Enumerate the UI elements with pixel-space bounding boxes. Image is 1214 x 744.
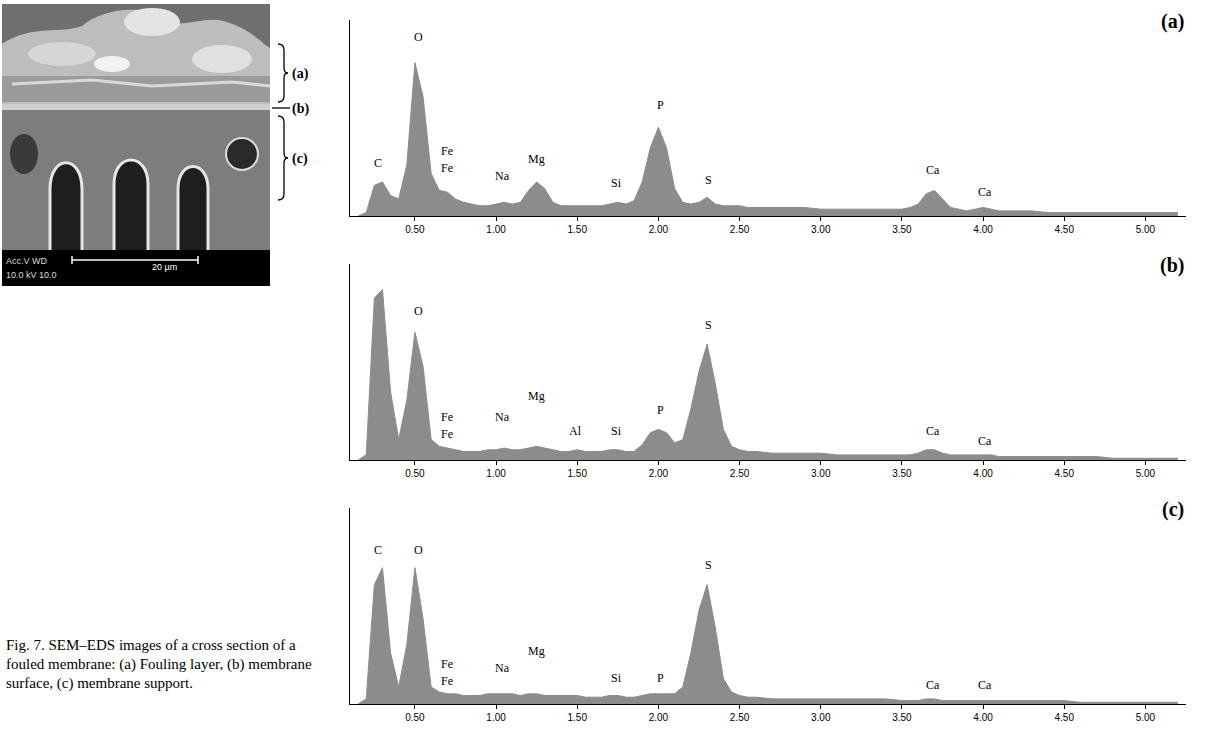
svg-text:1.00: 1.00: [486, 468, 506, 479]
svg-text:O: O: [414, 304, 423, 318]
svg-text:4.00: 4.00: [973, 224, 993, 235]
svg-text:Na: Na: [495, 410, 510, 424]
svg-text:3.50: 3.50: [892, 224, 912, 235]
svg-text:Ca: Ca: [978, 678, 992, 692]
svg-text:10.0 kV 10.0: 10.0 kV 10.0: [6, 270, 57, 280]
svg-text:2.00: 2.00: [649, 224, 669, 235]
svg-text:Al: Al: [569, 424, 582, 438]
svg-text:4.50: 4.50: [1055, 224, 1075, 235]
svg-text:5.00: 5.00: [1136, 468, 1156, 479]
svg-text:4.50: 4.50: [1055, 468, 1075, 479]
svg-text:4.50: 4.50: [1055, 712, 1075, 723]
svg-text:2.50: 2.50: [730, 468, 750, 479]
svg-text:C: C: [374, 156, 382, 170]
svg-text:Fe: Fe: [441, 161, 453, 175]
svg-text:1.00: 1.00: [486, 224, 506, 235]
svg-text:0.50: 0.50: [405, 468, 425, 479]
svg-text:2.00: 2.00: [649, 468, 669, 479]
svg-text:(a): (a): [1161, 10, 1184, 33]
svg-text:Mg: Mg: [528, 389, 545, 403]
svg-text:Si: Si: [611, 176, 622, 190]
svg-text:(a): (a): [292, 66, 309, 82]
svg-text:2.50: 2.50: [730, 712, 750, 723]
svg-text:P: P: [657, 98, 664, 112]
svg-text:2.50: 2.50: [730, 224, 750, 235]
svg-text:Ca: Ca: [926, 678, 940, 692]
svg-text:Ca: Ca: [978, 185, 992, 199]
svg-text:O: O: [414, 543, 423, 557]
svg-text:Fe: Fe: [441, 674, 453, 688]
svg-text:4.00: 4.00: [973, 712, 993, 723]
svg-text:(c): (c): [292, 151, 308, 167]
svg-text:3.50: 3.50: [892, 468, 912, 479]
svg-text:5.00: 5.00: [1136, 224, 1156, 235]
svg-text:(b): (b): [292, 101, 309, 117]
svg-text:1.50: 1.50: [568, 468, 588, 479]
svg-text:Acc.V WD: Acc.V WD: [6, 256, 48, 266]
svg-text:3.00: 3.00: [811, 468, 831, 479]
svg-text:Ca: Ca: [926, 163, 940, 177]
svg-text:C: C: [374, 543, 382, 557]
svg-text:Fe: Fe: [441, 427, 453, 441]
svg-text:3.50: 3.50: [892, 712, 912, 723]
svg-text:(b): (b): [1160, 254, 1184, 277]
svg-text:Mg: Mg: [528, 152, 545, 166]
svg-text:Ca: Ca: [926, 424, 940, 438]
svg-text:2.00: 2.00: [649, 712, 669, 723]
svg-text:4.00: 4.00: [973, 468, 993, 479]
svg-text:5.00: 5.00: [1136, 712, 1156, 723]
svg-text:Na: Na: [495, 169, 510, 183]
svg-text:Fe: Fe: [441, 410, 453, 424]
html-text:Fig. 7. SEM–EDS images of a cr: Fig. 7. SEM–EDS images of a cross sectio…: [6, 637, 312, 691]
svg-text:S: S: [705, 173, 712, 187]
svg-text:O: O: [414, 30, 423, 44]
svg-text:P: P: [657, 403, 664, 417]
svg-text:20 µm: 20 µm: [152, 262, 177, 272]
svg-text:3.00: 3.00: [811, 712, 831, 723]
svg-text:Fe: Fe: [441, 657, 453, 671]
svg-text:1.50: 1.50: [568, 712, 588, 723]
svg-text:Si: Si: [611, 424, 622, 438]
svg-text:1.00: 1.00: [486, 712, 506, 723]
svg-text:Ca: Ca: [978, 434, 992, 448]
svg-text:Si: Si: [611, 671, 622, 685]
svg-text:P: P: [657, 671, 664, 685]
svg-text:0.50: 0.50: [405, 224, 425, 235]
svg-text:3.00: 3.00: [811, 224, 831, 235]
svg-text:Na: Na: [495, 661, 510, 675]
svg-text:1.50: 1.50: [568, 224, 588, 235]
svg-text:Mg: Mg: [528, 644, 545, 658]
svg-text:S: S: [705, 318, 712, 332]
svg-text:Fe: Fe: [441, 144, 453, 158]
svg-text:S: S: [705, 558, 712, 572]
svg-text:(c): (c): [1162, 498, 1184, 521]
svg-text:0.50: 0.50: [405, 712, 425, 723]
